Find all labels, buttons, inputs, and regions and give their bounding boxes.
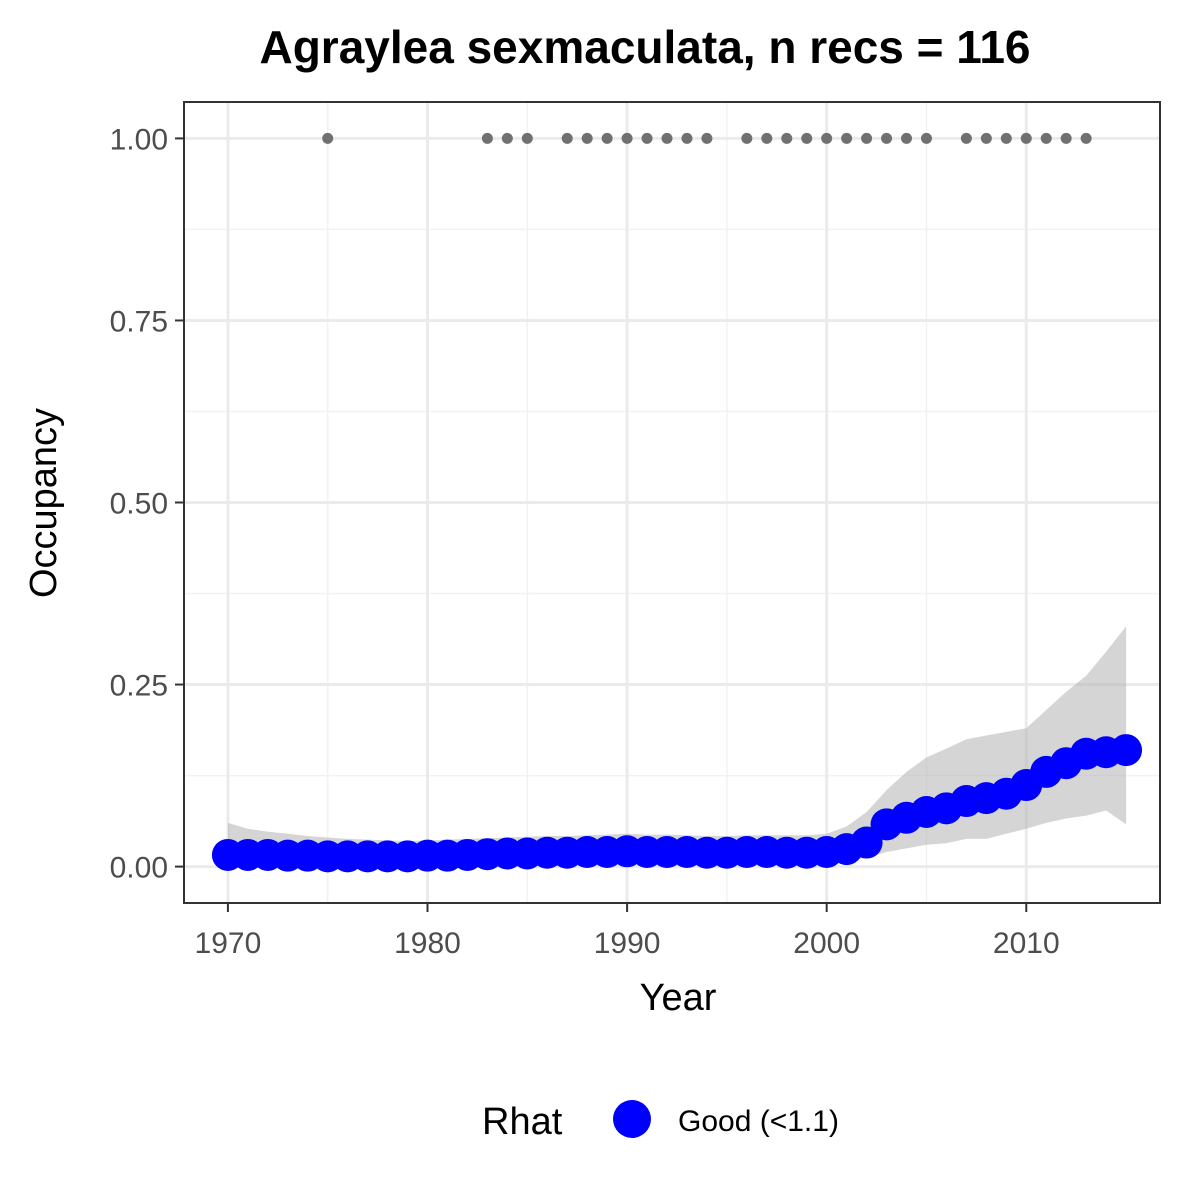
record-dot-1985: [521, 132, 533, 144]
y-tick-label-4: 1.00: [110, 123, 168, 156]
x-tick-label-2010: 2010: [993, 927, 1060, 960]
y-axis-title: Occupancy: [23, 408, 65, 598]
record-dot-2002: [861, 132, 873, 144]
x-tick-label-1980: 1980: [394, 927, 461, 960]
record-dot-1975: [322, 132, 334, 144]
record-dot-1984: [501, 132, 513, 144]
record-dot-1997: [761, 132, 773, 144]
record-dot-2007: [960, 132, 972, 144]
record-dot-1993: [681, 132, 693, 144]
legend-key-good: [613, 1100, 651, 1138]
record-dot-1991: [641, 132, 653, 144]
y-axis: 0.00 0.25 0.50 0.75 1.00: [110, 123, 184, 885]
y-tick-label-0: 0.00: [110, 852, 168, 885]
record-dot-2009: [1000, 132, 1012, 144]
occupancy-point-2015: [1110, 734, 1143, 767]
chart-title: Agraylea sexmaculata, n recs = 116: [259, 21, 1030, 73]
record-dot-2012: [1060, 132, 1072, 144]
record-dot-1994: [701, 132, 713, 144]
records-layer: [322, 132, 1092, 144]
plot-panel: [183, 101, 1161, 904]
legend-label-good: Good (<1.1): [678, 1105, 839, 1138]
record-dot-2001: [841, 132, 853, 144]
x-tick-label-2000: 2000: [793, 927, 860, 960]
occupancy-points-layer: [211, 734, 1143, 873]
legend-title: Rhat: [482, 1101, 563, 1143]
record-dot-1983: [481, 132, 493, 144]
record-dot-1998: [781, 132, 793, 144]
record-dot-1999: [801, 132, 813, 144]
record-dot-1988: [581, 132, 593, 144]
y-tick-label-2: 0.50: [110, 488, 168, 521]
record-dot-2010: [1020, 132, 1032, 144]
x-tick-label-1970: 1970: [195, 927, 262, 960]
record-dot-1992: [661, 132, 673, 144]
record-dot-2003: [881, 132, 893, 144]
x-axis: 1970 1980 1990 2000 2010: [195, 903, 1060, 960]
record-dot-2008: [980, 132, 992, 144]
record-dot-1996: [741, 132, 753, 144]
record-dot-2013: [1080, 132, 1092, 144]
y-tick-label-3: 0.75: [110, 305, 168, 338]
record-dot-1989: [601, 132, 613, 144]
record-dot-1987: [561, 132, 573, 144]
record-dot-1990: [621, 132, 633, 144]
x-axis-title: Year: [640, 977, 717, 1019]
x-tick-label-1990: 1990: [594, 927, 661, 960]
record-dot-2011: [1040, 132, 1052, 144]
record-dot-2005: [920, 132, 932, 144]
legend: Rhat Good (<1.1): [482, 1100, 839, 1143]
record-dot-2004: [901, 132, 913, 144]
y-tick-label-1: 0.25: [110, 670, 168, 703]
record-dot-2000: [821, 132, 833, 144]
